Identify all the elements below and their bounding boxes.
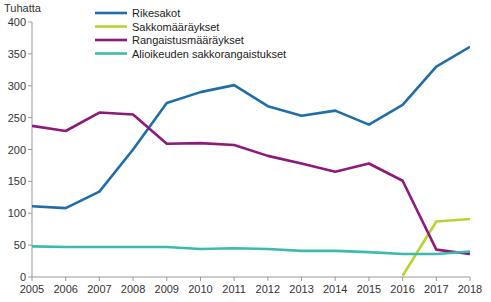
y-tick [28, 245, 32, 246]
legend-swatch [95, 39, 127, 42]
x-tick-label: 2011 [222, 283, 246, 295]
legend-swatch [95, 52, 127, 55]
x-tick-label: 2008 [121, 283, 145, 295]
x-tick-label: 2007 [87, 283, 111, 295]
y-tick-label: 50 [14, 239, 26, 251]
x-tick [368, 277, 369, 281]
x-tick-label: 2017 [424, 283, 448, 295]
x-tick [65, 277, 66, 281]
x-tick-label: 2012 [256, 283, 280, 295]
y-tick [28, 181, 32, 182]
x-tick-label: 2013 [289, 283, 313, 295]
x-tick [200, 277, 201, 281]
x-tick [402, 277, 403, 281]
y-tick-label: 350 [8, 48, 26, 60]
y-tick [28, 22, 32, 23]
y-tick-label: 200 [8, 144, 26, 156]
y-tick-label: 150 [8, 175, 26, 187]
y-tick [28, 277, 32, 278]
series-line [32, 246, 470, 254]
y-axis-label: Tuhatta [4, 2, 42, 14]
legend-label: Sakkomääräykset [132, 21, 219, 33]
legend-label: Rangaistusmääräykset [132, 34, 244, 46]
y-tick [28, 213, 32, 214]
x-tick [166, 277, 167, 281]
y-tick-label: 250 [8, 112, 26, 124]
x-tick-label: 2014 [323, 283, 347, 295]
y-tick-label: 0 [20, 271, 26, 283]
legend-swatch [95, 12, 127, 15]
legend-label: Alioikeuden sakkorangaistukset [132, 48, 286, 60]
x-tick-label: 2018 [458, 283, 482, 295]
x-axis [32, 277, 470, 278]
x-tick-label: 2005 [20, 283, 44, 295]
x-tick-label: 2015 [357, 283, 381, 295]
x-tick [32, 277, 33, 281]
x-tick-label: 2016 [390, 283, 414, 295]
x-tick [301, 277, 302, 281]
y-tick [28, 85, 32, 86]
plot-area [32, 47, 470, 276]
x-tick [267, 277, 268, 281]
y-tick [28, 149, 32, 150]
y-tick-label: 400 [8, 16, 26, 28]
x-tick-label: 2006 [53, 283, 77, 295]
x-tick [133, 277, 134, 281]
legend-swatch [95, 25, 127, 28]
x-tick [234, 277, 235, 281]
y-tick-label: 300 [8, 80, 26, 92]
x-tick [99, 277, 100, 281]
y-tick [28, 117, 32, 118]
y-tick [28, 53, 32, 54]
x-tick [335, 277, 336, 281]
x-tick [436, 277, 437, 281]
series-line [32, 113, 470, 255]
chart: Tuhatta 0 50 100 150 200 250 300 350 400 2005 2006 2… [0, 0, 491, 302]
y-tick-label: 100 [8, 207, 26, 219]
legend-label: Rikesakot [132, 7, 180, 19]
x-tick-label: 2010 [188, 283, 212, 295]
x-tick [470, 277, 471, 281]
y-axis [32, 22, 33, 277]
x-tick-label: 2009 [155, 283, 179, 295]
